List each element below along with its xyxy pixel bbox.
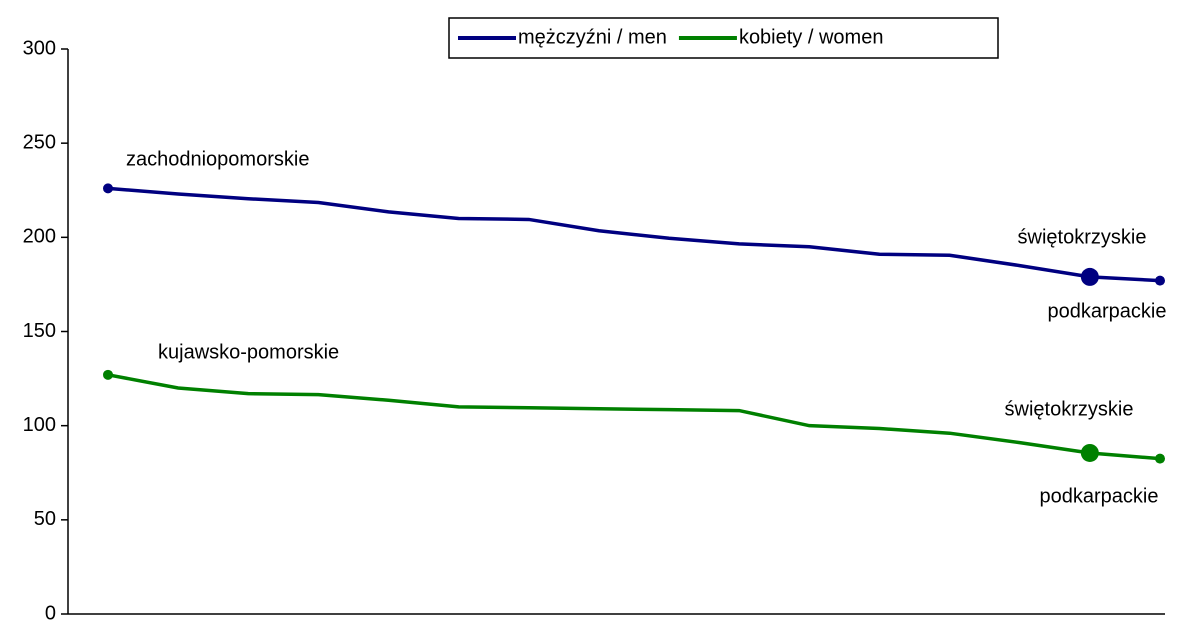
legend-label: mężczyźni / men (518, 26, 667, 48)
y-tick-label: 250 (23, 131, 56, 153)
legend-label: kobiety / women (739, 26, 884, 48)
annotation: podkarpackie (1048, 300, 1167, 322)
y-tick-label: 0 (45, 602, 56, 621)
y-tick-label: 50 (34, 508, 56, 530)
legend-box (448, 17, 999, 59)
annotation: świętokrzyskie (1005, 398, 1134, 420)
point-marker (1080, 443, 1099, 462)
series-line (107, 373, 1161, 461)
annotation: świętokrzyskie (1018, 226, 1147, 248)
point-marker (103, 369, 113, 380)
y-tick-label: 200 (23, 226, 56, 248)
y-tick-label: 150 (23, 320, 56, 342)
y-tick-label: 300 (23, 37, 56, 59)
series-line (107, 186, 1161, 283)
point-marker (1155, 275, 1165, 286)
point-marker (1080, 267, 1099, 286)
point-marker (1155, 453, 1165, 464)
annotation: podkarpackie (1040, 485, 1159, 507)
point-marker (103, 183, 113, 194)
annotation: kujawsko-pomorskie (158, 341, 339, 363)
annotation: zachodniopomorskie (126, 148, 309, 170)
y-tick-label: 100 (23, 414, 56, 436)
